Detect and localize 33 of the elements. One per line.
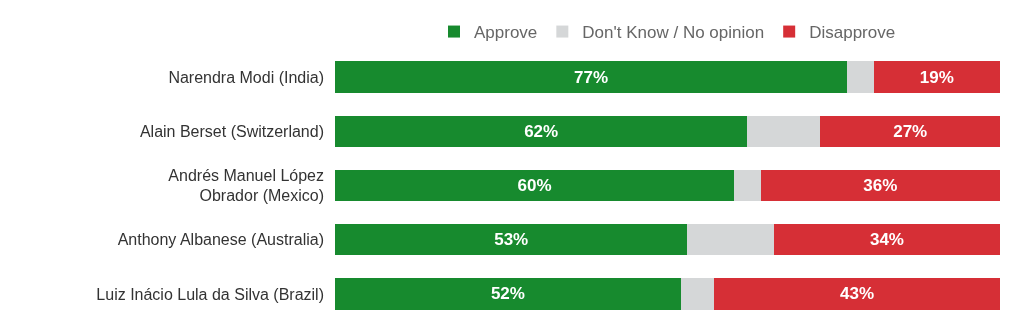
data-label: 34%: [869, 230, 904, 250]
bar: [687, 223, 774, 256]
bar: [335, 115, 748, 148]
bar: [873, 61, 1000, 93]
bar: [714, 278, 1000, 310]
bar: [820, 115, 1000, 148]
data-label: 53%: [494, 230, 529, 250]
y-tick-label: Alain Berset (Switzerland): [139, 122, 324, 140]
y-tick-label: Luiz Inácio Lula da Silva (Brazil): [96, 285, 324, 303]
bar: [773, 223, 1000, 256]
legend-label: Approve: [474, 23, 538, 43]
y-tick-label: Andrés Manuel López Obrador (Mexico): [168, 166, 324, 205]
bar: [847, 61, 874, 93]
bar: [335, 169, 734, 202]
data-label: 52%: [490, 284, 525, 304]
bar: [747, 115, 821, 148]
bar: [760, 169, 1000, 202]
data-label: 36%: [863, 176, 898, 195]
data-label: 77%: [574, 67, 609, 87]
y-tick-label: Anthony Albanese (Australia): [117, 231, 324, 249]
bar: [680, 278, 715, 310]
legend-label: Don't Know / No opinion: [582, 23, 765, 43]
bar: [335, 223, 688, 256]
data-label: 27%: [893, 121, 928, 141]
data-label: 19%: [919, 67, 954, 87]
bar: [335, 61, 848, 93]
bar: [734, 169, 761, 202]
legend-label: Disapprove: [809, 23, 896, 43]
data-label: 43%: [840, 284, 875, 304]
data-label: 60%: [517, 176, 552, 195]
data-label: 62%: [524, 121, 559, 141]
bar: [335, 278, 681, 310]
y-tick-label: Narendra Modi (India): [168, 68, 324, 86]
